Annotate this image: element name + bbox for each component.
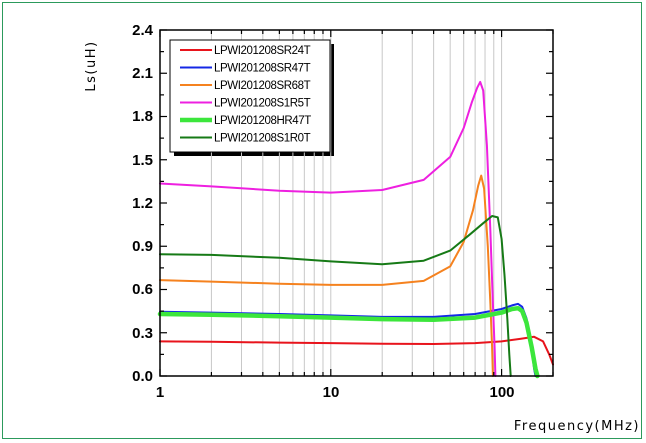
x-tick-label: 10 [323,384,340,401]
x-tick-label: 1 [156,384,164,401]
y-tick-label: 0.3 [132,325,153,342]
series-line [159,174,494,377]
legend-label: LPWI201208S1R0T [214,133,311,145]
y-axis-title: Ls(uH) [84,40,99,91]
y-tick-label: 1.8 [132,108,153,125]
legend-label: LPWI201208SR68T [214,80,311,92]
y-tick-label: 2.1 [132,65,153,82]
y-tick-label: 1.5 [132,152,153,169]
series-lines [157,80,554,379]
legend-label: LPWI201208SR24T [214,45,311,57]
legend-box [169,39,331,153]
series-line [159,215,512,377]
legend-label: LPWI201208HR47T [214,115,311,127]
y-tick-label: 1.2 [132,195,153,212]
legend: LPWI201208SR24T LPWI201208SR47T LPWI201208… [169,39,331,153]
y-tick-label: 0.6 [132,281,153,298]
y-tick-label: 0.9 [132,238,153,255]
y-tick-label: 0.0 [132,368,153,385]
y-tick-labels: 0.0 0.3 0.6 0.9 1.2 1.5 1.8 2.1 2.4 [132,22,154,385]
y-tick-label: 2.4 [132,22,154,39]
legend-label: LPWI201208SR47T [214,63,311,75]
series-line [157,305,540,379]
legend-label: LPWI201208S1R5T [214,98,311,110]
x-tick-labels: 1 10 100 [156,384,515,401]
x-tick-label: 100 [489,384,514,401]
axis-ticks [159,29,554,377]
x-axis-title: Frequency(MHz) [514,419,640,434]
series-line [159,335,554,366]
series-line [159,80,497,377]
